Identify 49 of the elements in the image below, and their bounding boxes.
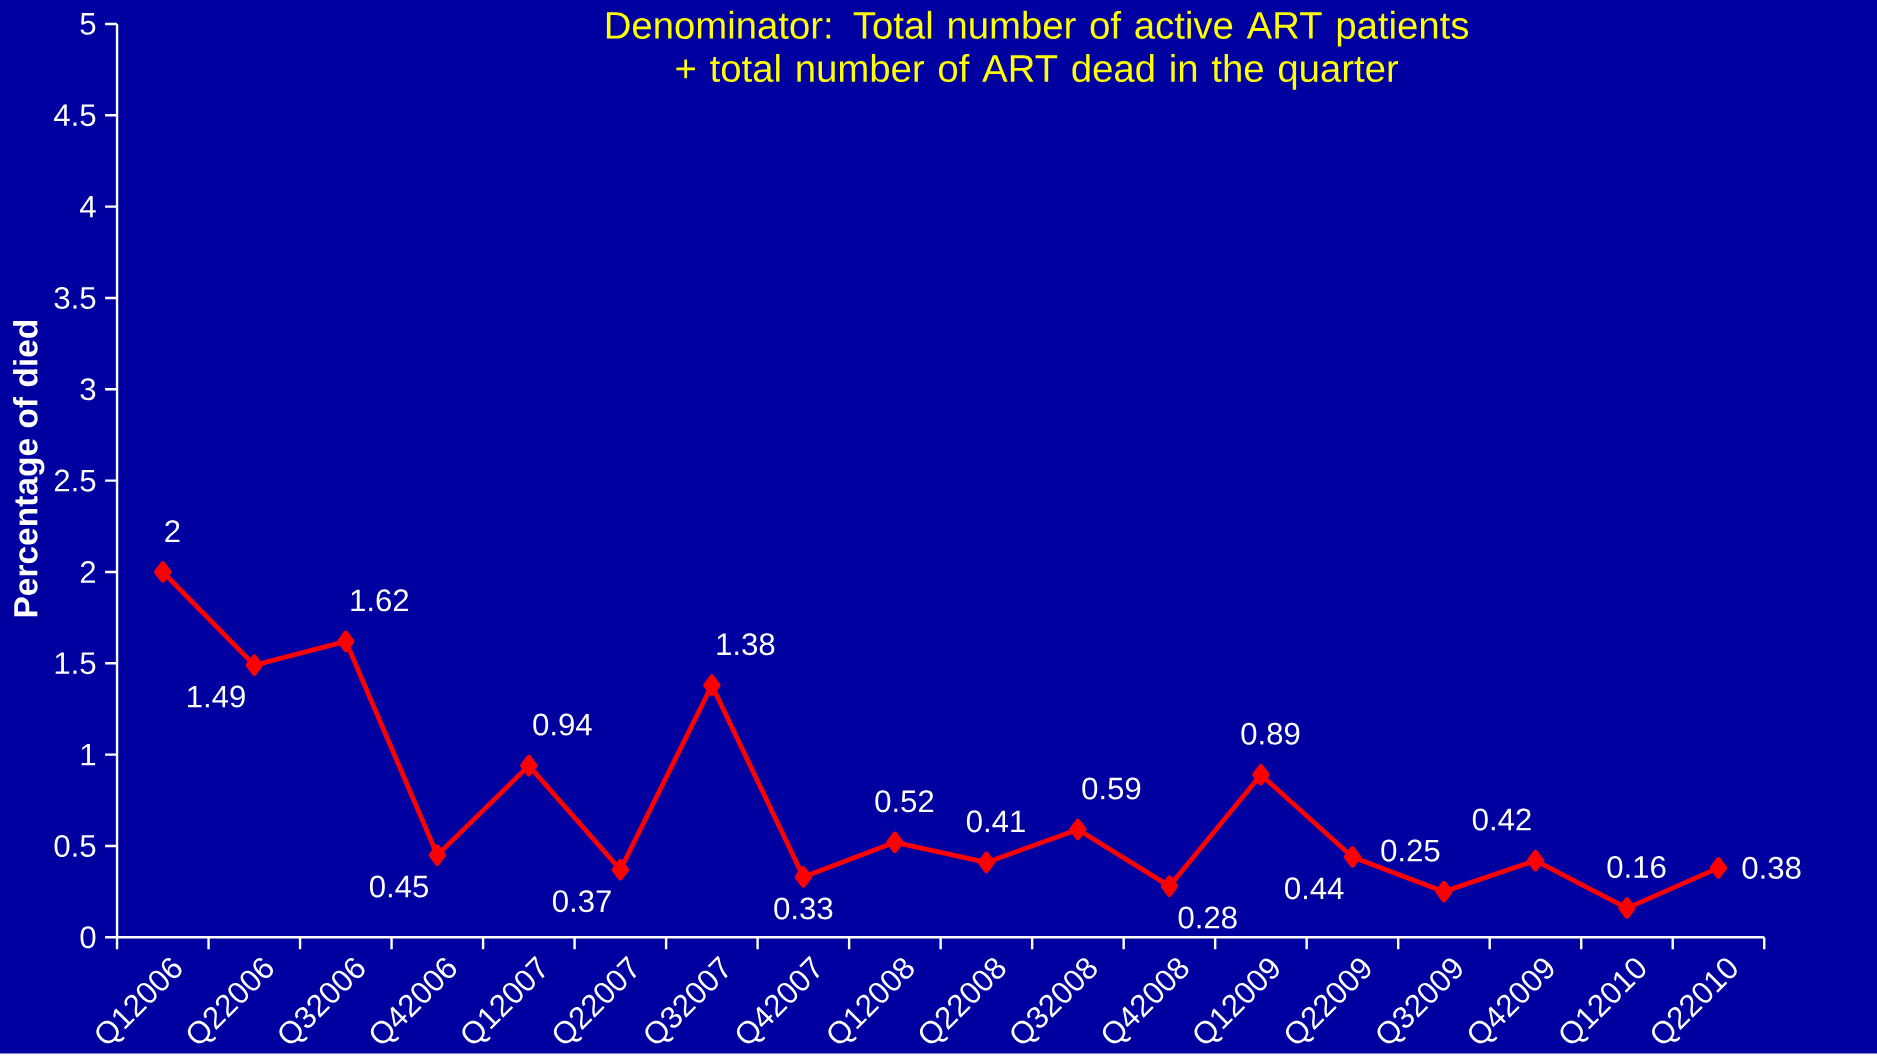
y-tick-label: 4 (80, 196, 96, 218)
data-label: 0.28 (1178, 906, 1237, 929)
data-label: 2 (165, 520, 180, 543)
y-tick-label: 4.5 (54, 104, 96, 127)
y-tick-label: 0.5 (54, 835, 96, 858)
y-tick-label: 0 (80, 926, 96, 949)
y-axis-title: Percentage of died (13, 321, 45, 617)
data-label: 0.52 (875, 790, 934, 813)
point (337, 630, 355, 653)
data-label: 0.42 (1472, 808, 1531, 831)
data-label: 0.44 (1285, 877, 1344, 900)
data-label: 1.38 (717, 633, 775, 656)
point (1069, 818, 1087, 841)
data-label: 0.59 (1082, 777, 1141, 800)
y-tick-label: 2.5 (54, 469, 96, 492)
data-label: 1.49 (188, 685, 245, 708)
point (794, 866, 813, 889)
point (1160, 875, 1179, 898)
point (703, 674, 721, 697)
chart-title: Denominator: Total number of active ART patients + total number of ART dead in the quarter (606, 11, 1469, 90)
data-label: 1.62 (351, 589, 409, 612)
data-label: 0.89 (1241, 722, 1300, 745)
data-label: 0.94 (533, 713, 592, 736)
y-tick-label: 1.5 (55, 652, 96, 675)
data-label: 0.41 (966, 810, 1025, 833)
point (1618, 897, 1636, 920)
point (520, 755, 538, 777)
data-label: 0.33 (774, 897, 833, 920)
y-tick-label: 2 (80, 561, 96, 584)
point (1343, 846, 1362, 868)
point (977, 851, 996, 874)
point (428, 844, 447, 867)
point (1252, 764, 1270, 786)
y-tick-label: 1 (81, 744, 96, 766)
point (245, 654, 263, 677)
data-label: 0.25 (1381, 839, 1440, 862)
data-label: 0.16 (1607, 856, 1666, 879)
point (886, 831, 904, 854)
point (1709, 857, 1728, 879)
data-label: 0.37 (552, 890, 611, 913)
point (1526, 850, 1545, 872)
point (1435, 881, 1453, 903)
data-label: 0.38 (1742, 857, 1801, 880)
data-label: 0.45 (369, 875, 428, 898)
y-tick-label: 3.5 (54, 287, 96, 310)
y-tick-label: 5 (80, 13, 96, 36)
point (611, 859, 630, 881)
point (154, 561, 172, 583)
y-tick-label: 3 (80, 378, 96, 401)
